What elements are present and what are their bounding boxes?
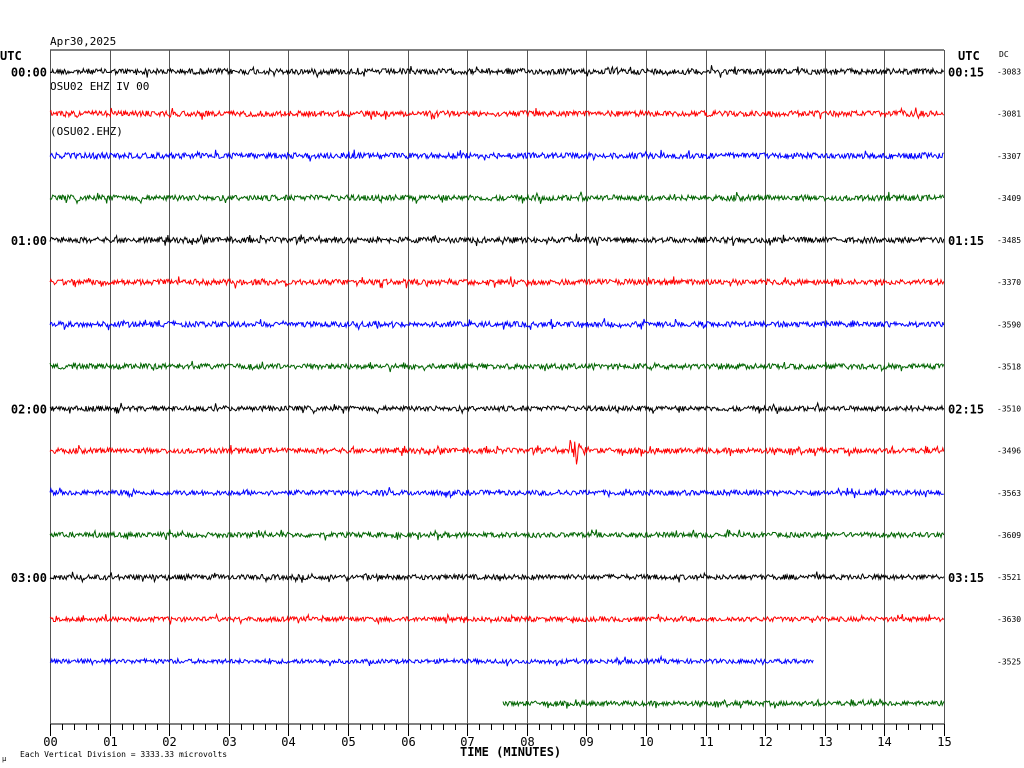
x-tick-label: 11 bbox=[699, 735, 713, 749]
seismic-trace bbox=[49, 360, 945, 373]
dc-offset-label: -3083 bbox=[997, 68, 1021, 77]
right-time-label: 02:15 bbox=[948, 403, 984, 417]
x-tick-label: 15 bbox=[937, 735, 951, 749]
x-tick-label: 04 bbox=[281, 735, 295, 749]
x-tick-label: 05 bbox=[341, 735, 355, 749]
x-tick-label: 14 bbox=[877, 735, 891, 749]
dc-offset-label: -3307 bbox=[997, 152, 1021, 161]
trace-layer bbox=[49, 65, 945, 709]
dc-offset-label: -3525 bbox=[997, 657, 1021, 666]
seismic-trace bbox=[49, 571, 945, 584]
x-tick-label: 00 bbox=[43, 735, 57, 749]
x-tick-label: 09 bbox=[579, 735, 593, 749]
x-tick-label: 02 bbox=[162, 735, 176, 749]
left-time-label: 02:00 bbox=[11, 403, 47, 417]
dc-offset-label: -3409 bbox=[997, 194, 1021, 203]
seismic-trace bbox=[49, 528, 945, 541]
right-zone-label: UTC bbox=[958, 49, 980, 63]
dc-offset-label: -3590 bbox=[997, 320, 1021, 329]
x-tick-label: 10 bbox=[639, 735, 653, 749]
x-tick-label: 01 bbox=[103, 735, 117, 749]
label-layer: UTC UTC DC TIME (MINUTES) Each Vertical … bbox=[0, 49, 1021, 763]
header-date: Apr30,2025 bbox=[50, 35, 117, 48]
seismic-trace bbox=[49, 149, 944, 162]
dc-offset-label: -3521 bbox=[997, 573, 1021, 582]
seismic-trace bbox=[49, 612, 945, 626]
dc-offset-label: -3370 bbox=[997, 278, 1021, 287]
right-time-label: 01:15 bbox=[948, 234, 984, 248]
right-time-label: 03:15 bbox=[948, 571, 984, 585]
header-code-line: (OSU02.EHZ) bbox=[50, 125, 123, 138]
x-tick-label: 07 bbox=[460, 735, 474, 749]
dc-label: DC bbox=[999, 50, 1009, 59]
x-axis-title: TIME (MINUTES) bbox=[460, 745, 561, 759]
x-tick-label: 08 bbox=[520, 735, 534, 749]
seismic-trace bbox=[49, 65, 945, 79]
corner-mark: µ bbox=[2, 755, 7, 763]
left-time-label: 03:00 bbox=[11, 571, 47, 585]
left-time-label: 01:00 bbox=[11, 234, 47, 248]
dc-offset-label: -3563 bbox=[997, 489, 1021, 498]
dc-offset-label: -3496 bbox=[997, 447, 1021, 456]
seismic-trace bbox=[49, 654, 814, 667]
left-time-label: 00:00 bbox=[11, 66, 47, 80]
scale-note: Each Vertical Division = 3333.33 microvo… bbox=[20, 750, 227, 759]
seismic-trace bbox=[49, 233, 945, 247]
seismic-trace bbox=[49, 486, 944, 499]
seismic-trace bbox=[502, 697, 945, 709]
x-tick-label: 03 bbox=[222, 735, 236, 749]
seismic-trace bbox=[49, 276, 945, 289]
dc-offset-label: -3081 bbox=[997, 110, 1021, 119]
seismic-trace bbox=[49, 191, 945, 205]
x-tick-label: 13 bbox=[818, 735, 832, 749]
x-tick-label: 06 bbox=[401, 735, 415, 749]
dc-offset-label: -3485 bbox=[997, 236, 1021, 245]
seismic-trace bbox=[49, 318, 945, 332]
left-zone-label: UTC bbox=[0, 49, 22, 63]
dc-offset-label: -3518 bbox=[997, 362, 1021, 371]
right-time-label: 00:15 bbox=[948, 66, 984, 80]
seismic-trace bbox=[49, 439, 945, 465]
seismic-trace bbox=[49, 106, 945, 120]
x-tick-label: 12 bbox=[758, 735, 772, 749]
header-station-line: OSU02 EHZ IV 00 bbox=[50, 80, 150, 93]
grid-layer bbox=[50, 49, 945, 736]
dc-offset-label: -3630 bbox=[997, 615, 1021, 624]
station-header: Apr30,2025 OSU02 EHZ IV 00 (OSU02.EHZ) bbox=[50, 4, 149, 154]
dc-offset-label: -3609 bbox=[997, 531, 1021, 540]
dc-offset-label: -3510 bbox=[997, 405, 1021, 414]
seismic-trace bbox=[49, 401, 945, 415]
